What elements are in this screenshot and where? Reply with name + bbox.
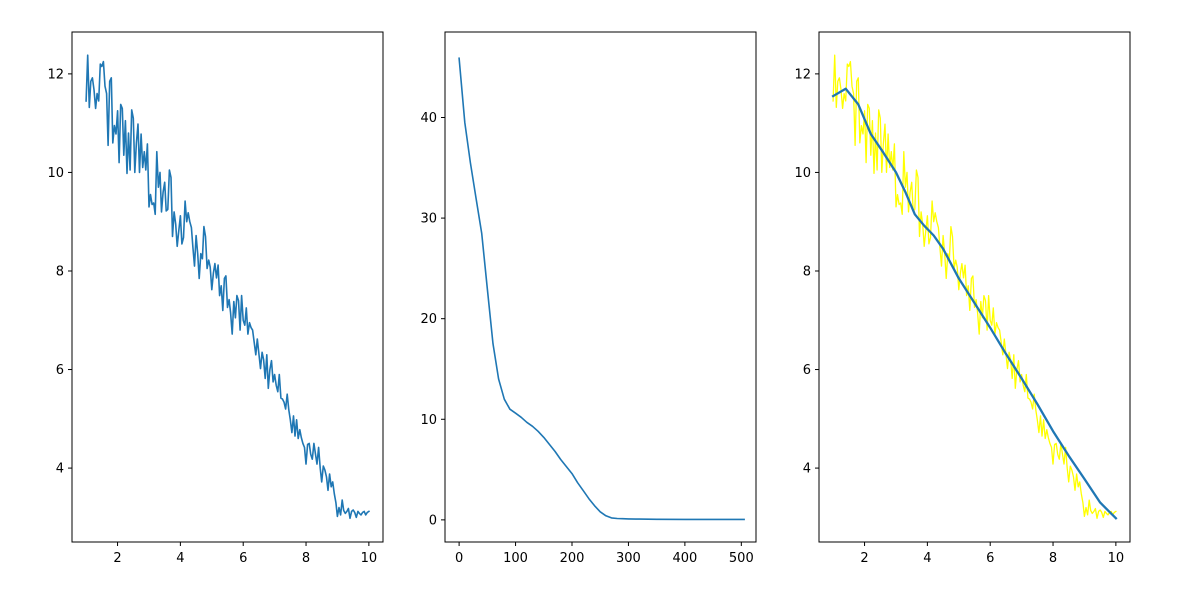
- axes-frame: [444, 31, 757, 543]
- y-tick-label: 6: [56, 363, 64, 378]
- x-tick-label: 200: [560, 551, 585, 566]
- series-line-1: [85, 54, 371, 520]
- x-tick-label: 300: [616, 551, 641, 566]
- y-tick-label: 0: [429, 513, 437, 528]
- x-tick-label: 6: [986, 551, 994, 566]
- y-tick-label: 10: [794, 166, 811, 181]
- series-line-2: [831, 87, 1118, 520]
- y-tick-label: 6: [803, 363, 811, 378]
- axes-frame: [71, 31, 384, 543]
- axes-frame: [818, 31, 1131, 543]
- x-tick-label: 10: [1108, 551, 1125, 566]
- y-tick-label: 4: [56, 462, 64, 477]
- x-tick-label: 4: [923, 551, 931, 566]
- x-tick-label: 100: [503, 551, 528, 566]
- y-tick-label: 4: [803, 462, 811, 477]
- y-tick-label: 8: [803, 264, 811, 279]
- x-tick-label: 10: [361, 551, 378, 566]
- x-tick-label: 6: [239, 551, 247, 566]
- x-tick-label: 4: [176, 551, 184, 566]
- series-line-1: [458, 57, 745, 521]
- series-line-1: [832, 54, 1117, 519]
- y-tick-label: 12: [794, 67, 811, 82]
- subplot-2: 0 100 200 300 400 500 0 10 20 30 40: [420, 31, 757, 566]
- y-tick-label: 12: [47, 67, 64, 82]
- x-tick-label: 400: [672, 551, 697, 566]
- y-tick-label: 10: [420, 413, 437, 428]
- y-tick-label: 8: [56, 264, 64, 279]
- y-tick-label: 30: [420, 212, 437, 227]
- y-tick-label: 20: [420, 312, 437, 327]
- x-tick-label: 8: [302, 551, 310, 566]
- y-tick-label: 10: [47, 166, 64, 181]
- x-tick-label: 0: [455, 551, 463, 566]
- x-tick-label: 2: [113, 551, 121, 566]
- x-tick-label: 8: [1049, 551, 1057, 566]
- y-tick-label: 40: [420, 111, 437, 126]
- x-tick-label: 2: [860, 551, 868, 566]
- subplot-1: 2 4 6 8 10 4 6 8 10 12: [47, 31, 384, 566]
- subplot-3: 2 4 6 8 10 4 6 8 10 12: [794, 31, 1131, 566]
- x-tick-label: 500: [729, 551, 754, 566]
